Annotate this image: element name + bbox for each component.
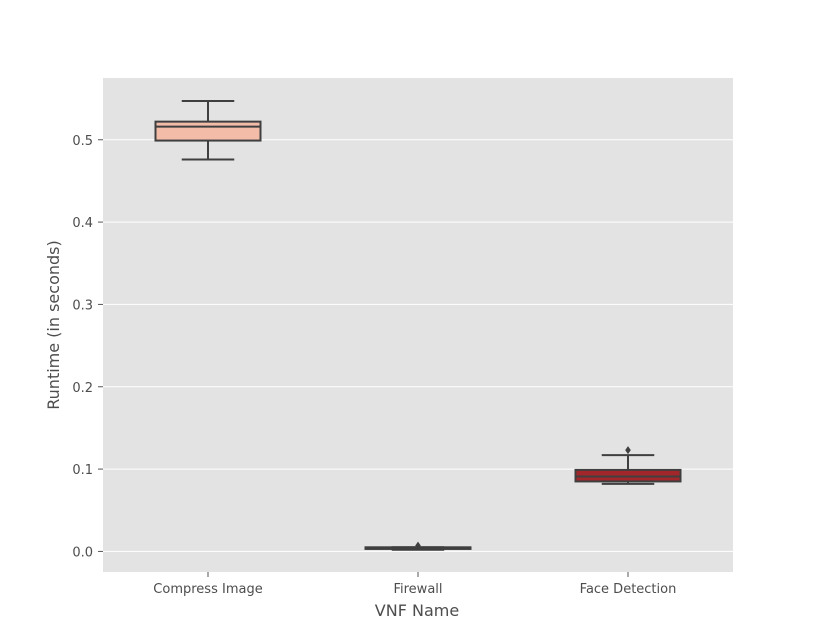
y-axis-ticks: 0.0 0.1 0.2 0.3 0.4 0.5: [72, 134, 103, 560]
y-tick-label: 0.2: [72, 381, 93, 396]
box-group: [364, 541, 472, 551]
x-tick-label: Compress Image: [153, 582, 262, 597]
box-group: [154, 100, 262, 161]
x-tick-label: Firewall: [393, 582, 442, 597]
outlier-point: [625, 446, 631, 455]
boxes: [154, 100, 682, 551]
y-axis-title: Runtime (in seconds): [44, 240, 63, 409]
x-axis-title: VNF Name: [375, 601, 459, 620]
x-axis-ticks: Compress Image Firewall Face Detection: [153, 572, 676, 597]
outlier-point: [415, 541, 421, 550]
y-tick-label: 0.3: [72, 298, 93, 313]
plot-area: [103, 78, 733, 572]
y-tick-label: 0.0: [72, 545, 93, 560]
y-tick-label: 0.4: [72, 216, 93, 231]
box-iqr: [154, 120, 262, 142]
x-tick-label: Face Detection: [580, 582, 677, 597]
box-group: [574, 446, 682, 485]
y-tick-label: 0.5: [72, 134, 93, 149]
y-tick-label: 0.1: [72, 463, 93, 478]
